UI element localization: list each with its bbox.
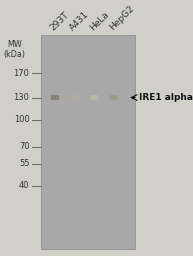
Text: 170: 170	[14, 69, 30, 78]
Text: 130: 130	[14, 93, 30, 102]
Text: MW
(kDa): MW (kDa)	[4, 40, 26, 59]
Bar	[109, 95, 116, 100]
Text: A431: A431	[69, 10, 91, 33]
Text: HeLa: HeLa	[88, 10, 111, 33]
Text: 100: 100	[14, 115, 30, 124]
Bar	[71, 95, 78, 100]
Text: 40: 40	[19, 182, 30, 190]
Text: IRE1 alpha: IRE1 alpha	[139, 93, 193, 102]
Bar	[90, 95, 96, 100]
Bar	[51, 95, 59, 100]
Text: 55: 55	[19, 159, 30, 168]
Bar	[70, 95, 77, 100]
Bar	[91, 95, 98, 100]
Bar	[110, 95, 118, 100]
Text: 293T: 293T	[49, 10, 71, 33]
Text: HepG2: HepG2	[108, 4, 136, 33]
Bar	[71, 95, 79, 100]
Bar	[90, 95, 98, 100]
Bar	[41, 35, 135, 249]
Bar	[50, 95, 57, 100]
Bar	[111, 95, 117, 100]
Text: 70: 70	[19, 142, 30, 151]
Bar	[52, 95, 58, 100]
